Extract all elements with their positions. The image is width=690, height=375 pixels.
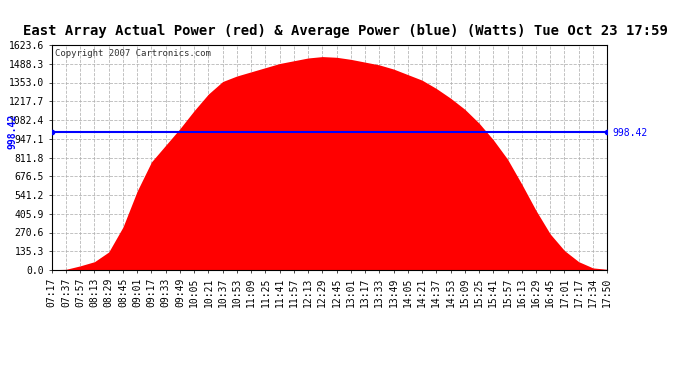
Text: 998.42: 998.42: [8, 114, 18, 149]
Text: Copyright 2007 Cartronics.com: Copyright 2007 Cartronics.com: [55, 50, 210, 58]
Text: East Array Actual Power (red) & Average Power (blue) (Watts) Tue Oct 23 17:59: East Array Actual Power (red) & Average …: [23, 24, 667, 38]
